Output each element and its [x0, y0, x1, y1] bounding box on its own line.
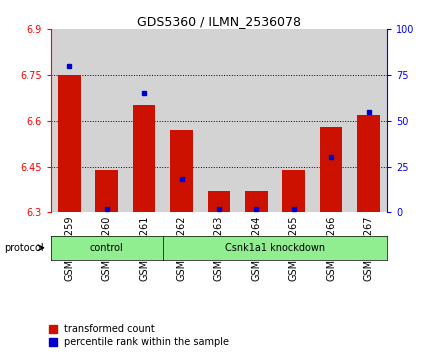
Text: control: control	[90, 243, 124, 253]
Bar	[200, 29, 238, 212]
Text: Csnk1a1 knockdown: Csnk1a1 knockdown	[225, 243, 325, 253]
Text: protocol: protocol	[4, 243, 44, 253]
Bar	[320, 127, 342, 212]
Bar	[58, 75, 81, 212]
Title: GDS5360 / ILMN_2536078: GDS5360 / ILMN_2536078	[137, 15, 301, 28]
Bar	[125, 29, 163, 212]
Bar	[245, 191, 268, 212]
Bar	[312, 29, 350, 212]
Bar	[51, 29, 88, 212]
Bar	[88, 29, 125, 212]
Bar	[133, 105, 155, 212]
Legend: transformed count, percentile rank within the sample: transformed count, percentile rank withi…	[49, 324, 229, 347]
Bar	[350, 29, 387, 212]
Bar	[208, 191, 230, 212]
Bar	[275, 29, 312, 212]
Bar	[357, 115, 380, 212]
Bar	[95, 170, 118, 212]
Bar	[163, 29, 200, 212]
Bar	[282, 170, 305, 212]
Bar	[170, 130, 193, 212]
Bar	[238, 29, 275, 212]
